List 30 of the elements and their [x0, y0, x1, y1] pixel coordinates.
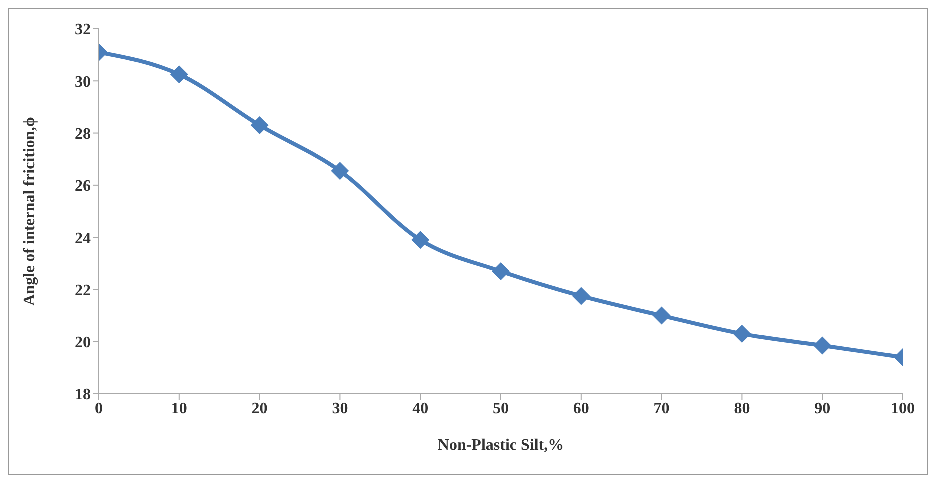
- x-tick-label: 90: [814, 400, 831, 418]
- x-tick-label: 80: [734, 400, 750, 418]
- y-axis-title: Angle of internal fricition,ϕ: [22, 117, 39, 306]
- point: [492, 262, 510, 280]
- point: [170, 66, 188, 84]
- y-tick-label: 24: [75, 230, 91, 248]
- x-axis-title: Non-Plastic Silt,%: [438, 437, 564, 454]
- x-tick-label: 60: [573, 400, 590, 418]
- y-tick-label: 20: [75, 334, 91, 352]
- y-tick-label: 28: [75, 126, 91, 143]
- point: [652, 306, 671, 325]
- point: [250, 116, 269, 134]
- point: [331, 162, 350, 180]
- point: [814, 336, 832, 355]
- point: [412, 231, 430, 250]
- point: [572, 287, 590, 306]
- x-tick-label: 40: [412, 400, 429, 418]
- x-tick-label: 0: [95, 400, 103, 418]
- x-tick-label: 30: [332, 400, 348, 418]
- y-tick-label: 30: [75, 74, 91, 91]
- y-tick-label: 26: [75, 178, 91, 196]
- point: [733, 325, 752, 344]
- x-tick-label: 50: [493, 400, 509, 418]
- y-tick-label: 32: [75, 22, 91, 39]
- x-tick-label: 20: [252, 400, 268, 418]
- y-tick-label: 22: [75, 282, 91, 300]
- x-tick-label: 10: [171, 400, 188, 418]
- x-tick-label: 100: [891, 400, 915, 418]
- x-tick-label: 70: [654, 400, 670, 418]
- y-tick-label: 18: [75, 386, 91, 404]
